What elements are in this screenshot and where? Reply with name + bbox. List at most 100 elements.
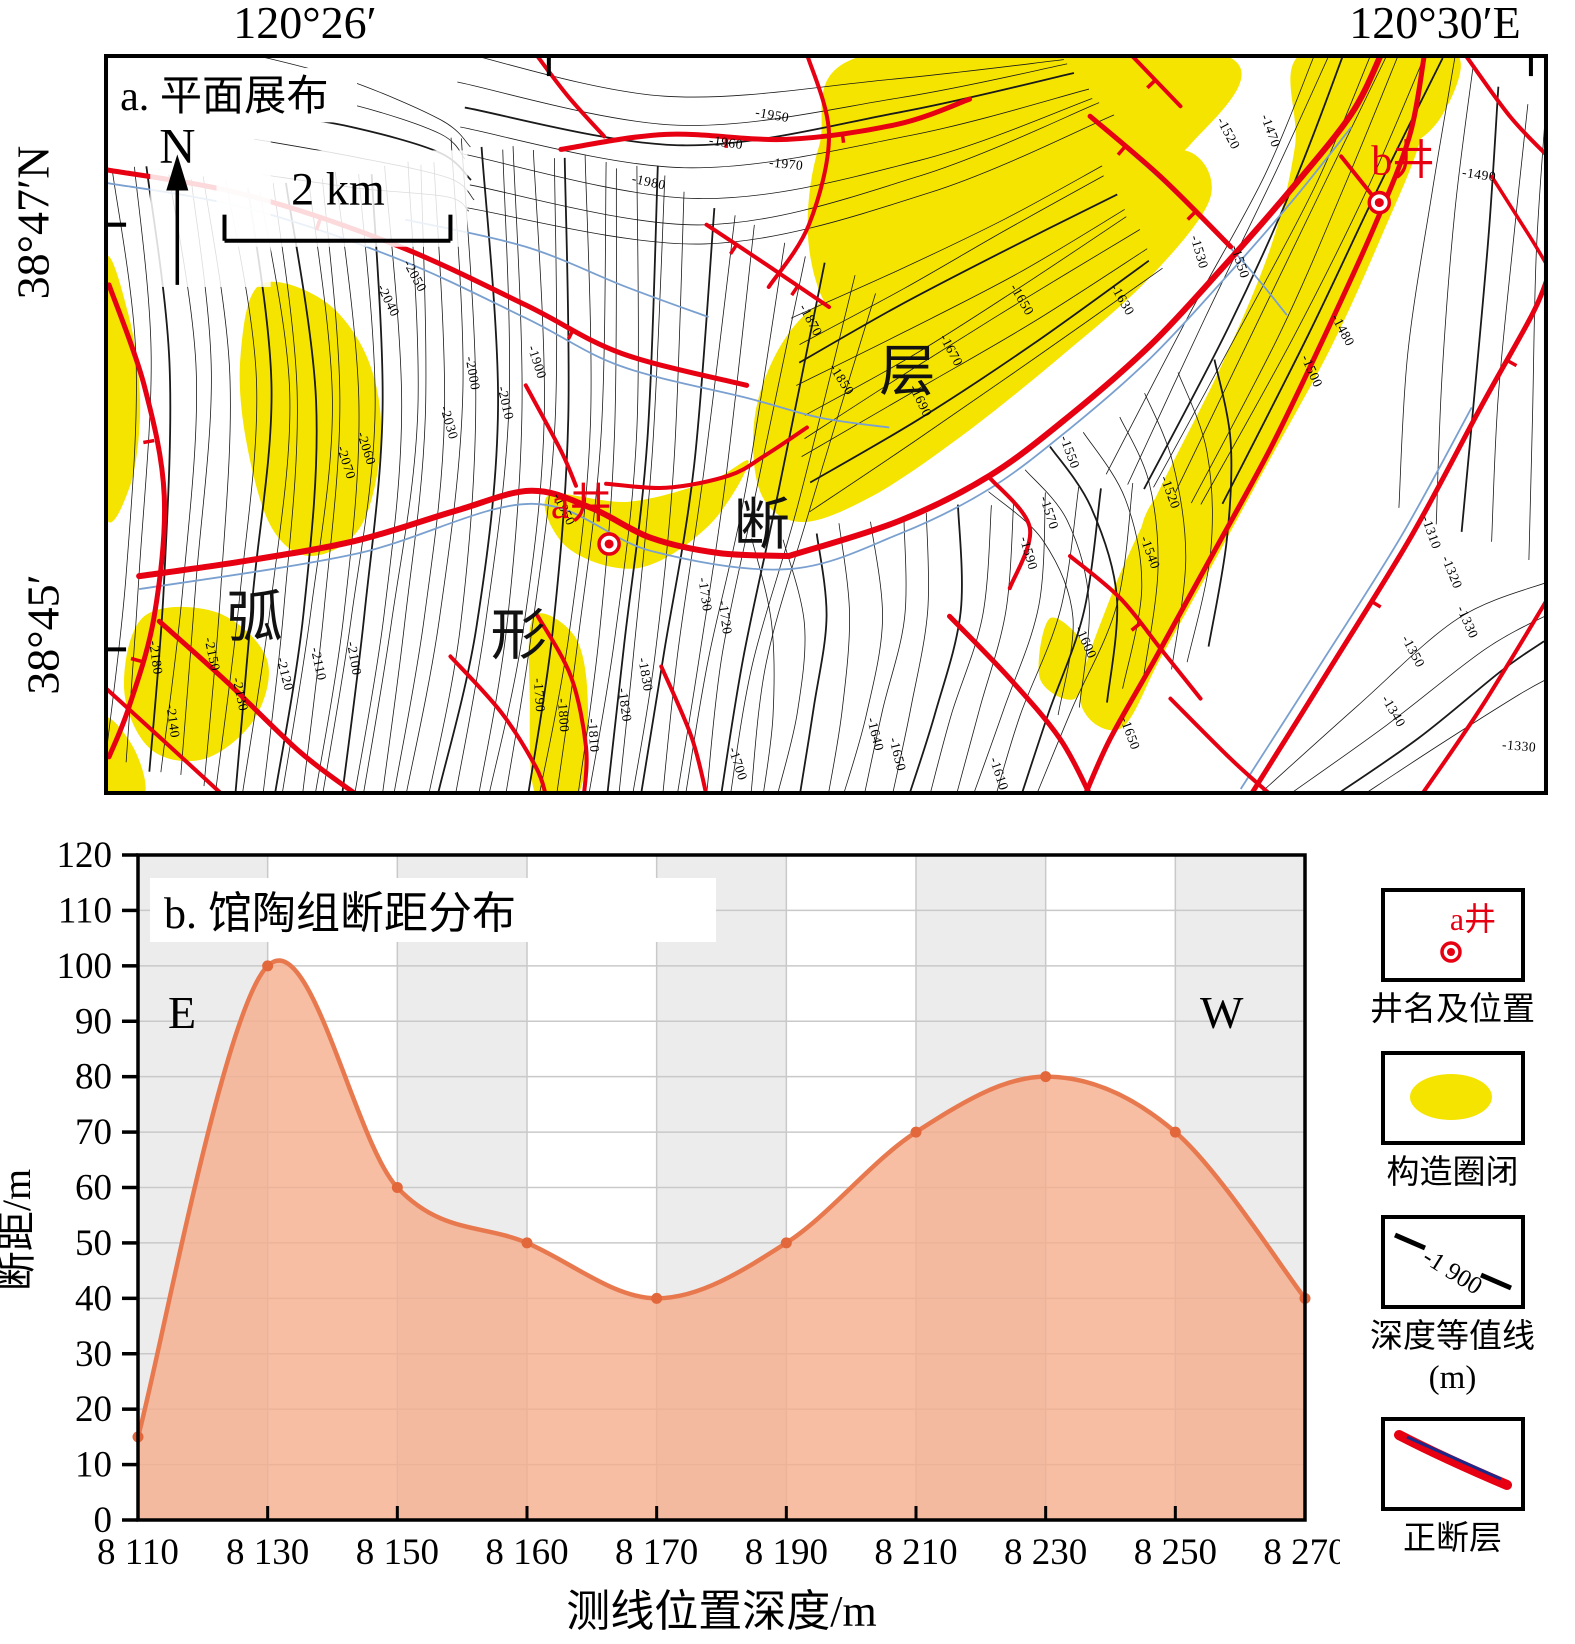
legend-trap-symbol-box <box>1380 1051 1525 1146</box>
x-tick-label: 8 270 <box>1263 1532 1340 1573</box>
depth-contour-line <box>1082 432 1143 689</box>
normal-fault-line <box>107 686 222 792</box>
blue-line <box>139 126 1352 591</box>
depth-contour-line <box>640 207 716 792</box>
depth-contour-line <box>1190 57 1398 504</box>
depth-contour-line <box>315 171 360 792</box>
normal-fault-line <box>1168 696 1271 792</box>
panel-a-title-backing <box>112 68 358 123</box>
map-content: -2180 -2150-2140-2130-2120 -2110 -2100-2070… <box>107 57 1545 792</box>
fault-tick <box>729 243 739 255</box>
contour-value-label: -2050 <box>401 257 430 294</box>
depth-contour-line <box>751 538 775 792</box>
fault-tick <box>1186 210 1197 221</box>
contour-value-label: -1490 <box>1461 165 1497 185</box>
fault-tick <box>1116 145 1127 156</box>
contour-value-label: -1350 <box>1399 633 1428 670</box>
legend-well-symbol-box: a井 <box>1380 888 1525 982</box>
contour-value-label: -2000 <box>463 355 484 391</box>
depth-contour-line <box>465 114 1115 245</box>
data-point-marker <box>262 960 274 972</box>
contour-value-label: -1970 <box>768 155 804 173</box>
depth-contour-line <box>478 57 1064 98</box>
contour-value-label: -1800 <box>555 698 572 733</box>
contour-value-label: -2010 <box>495 385 517 422</box>
contour-value-label: -1520 <box>1214 115 1243 152</box>
depth-contour-line <box>988 491 1074 716</box>
fault-tick <box>1505 358 1518 368</box>
contour-value-label: -1610 <box>987 755 1012 792</box>
data-point-marker <box>1040 1071 1052 1083</box>
normal-fault-line <box>785 57 1384 560</box>
normal-fault-line <box>1087 113 1234 250</box>
y-tick-label: 110 <box>58 890 112 931</box>
depth-contour-line <box>930 505 992 792</box>
depth-contour-line <box>1292 615 1545 792</box>
depth-contour-line <box>606 165 659 792</box>
depth-contour-line <box>750 293 876 792</box>
panel-b-title: b. 馆陶组断距分布 <box>164 889 516 938</box>
y-tick-label: 70 <box>75 1112 112 1153</box>
y-tick-label: 60 <box>75 1168 112 1209</box>
contour-value-label: -2140 <box>163 703 183 739</box>
data-point-marker <box>521 1237 533 1249</box>
depth-contour-line <box>274 182 318 792</box>
depth-contour-line <box>1207 359 1233 647</box>
depth-contour-line <box>242 191 291 792</box>
depth-contour-line <box>618 175 666 792</box>
contour-value-label: -1960 <box>708 132 744 152</box>
legend-trap-label: 构造圈闭 <box>1386 1155 1519 1192</box>
normal-fault-line <box>1083 57 1427 792</box>
normal-fault-line <box>1421 599 1545 792</box>
y-tick-label: 120 <box>57 840 113 876</box>
depth-contour-line <box>505 158 558 792</box>
normal-fault-line <box>558 96 973 152</box>
depth-contour-line <box>730 275 856 792</box>
scale-bar: 2 km <box>216 150 468 247</box>
depth-contour-line <box>843 521 883 792</box>
legend-well-label: 井名及位置 <box>1370 992 1535 1028</box>
data-point-marker <box>651 1292 663 1304</box>
depth-contour-line <box>382 164 427 792</box>
legend-item-contour: -1 900 深度等值线 (m) <box>1370 1214 1535 1417</box>
depth-contour-line <box>973 492 1046 792</box>
contour-value-label: -2130 <box>230 676 252 712</box>
structural-trap <box>544 460 749 569</box>
x-tick-label: 8 250 <box>1134 1532 1217 1573</box>
depth-contour-line <box>556 162 607 792</box>
normal-fault-line <box>1068 554 1203 701</box>
depth-contour-line <box>1105 57 1315 475</box>
fault-tick <box>143 438 155 445</box>
coord-top-left: 120°26′ <box>233 0 377 48</box>
depth-contour-line <box>798 193 1118 364</box>
depth-contour-line <box>804 229 1141 440</box>
depth-contour-line <box>282 185 333 792</box>
depth-contour-line <box>464 72 1075 147</box>
structural-trap <box>107 255 141 523</box>
x-tick-label: 8 190 <box>745 1532 828 1573</box>
x-axis-title: 测线位置深度/m <box>566 1587 876 1636</box>
contour-value-label: -1730 <box>695 576 715 612</box>
legend-contour-unit: (m) <box>1428 1359 1477 1396</box>
fault-tick <box>130 656 143 664</box>
normal-fault-line <box>535 57 607 139</box>
depth-contour-line <box>799 533 828 792</box>
depth-contour-line <box>588 165 639 792</box>
depth-contour-line <box>956 502 1015 792</box>
legend-contour-symbol-box: -1 900 <box>1380 1214 1525 1309</box>
depth-contour-line <box>1177 372 1213 663</box>
fault-tick <box>1370 599 1382 609</box>
contour-value-label: -1980 <box>631 171 667 193</box>
depth-contour-line <box>1174 57 1387 494</box>
depth-contour-line <box>341 174 384 792</box>
y-tick-label: 0 <box>94 1500 113 1541</box>
normal-fault-icon <box>1393 1429 1512 1490</box>
depth-contour-line <box>777 539 806 792</box>
fault-tick <box>1146 78 1157 90</box>
trap-ellipse-icon <box>1409 1074 1492 1121</box>
depth-contour-line <box>1262 582 1545 792</box>
data-point-marker <box>910 1126 922 1138</box>
contour-value-label: -1700 <box>726 745 751 782</box>
structural-trap <box>239 281 382 557</box>
east-label: E <box>168 987 196 1038</box>
